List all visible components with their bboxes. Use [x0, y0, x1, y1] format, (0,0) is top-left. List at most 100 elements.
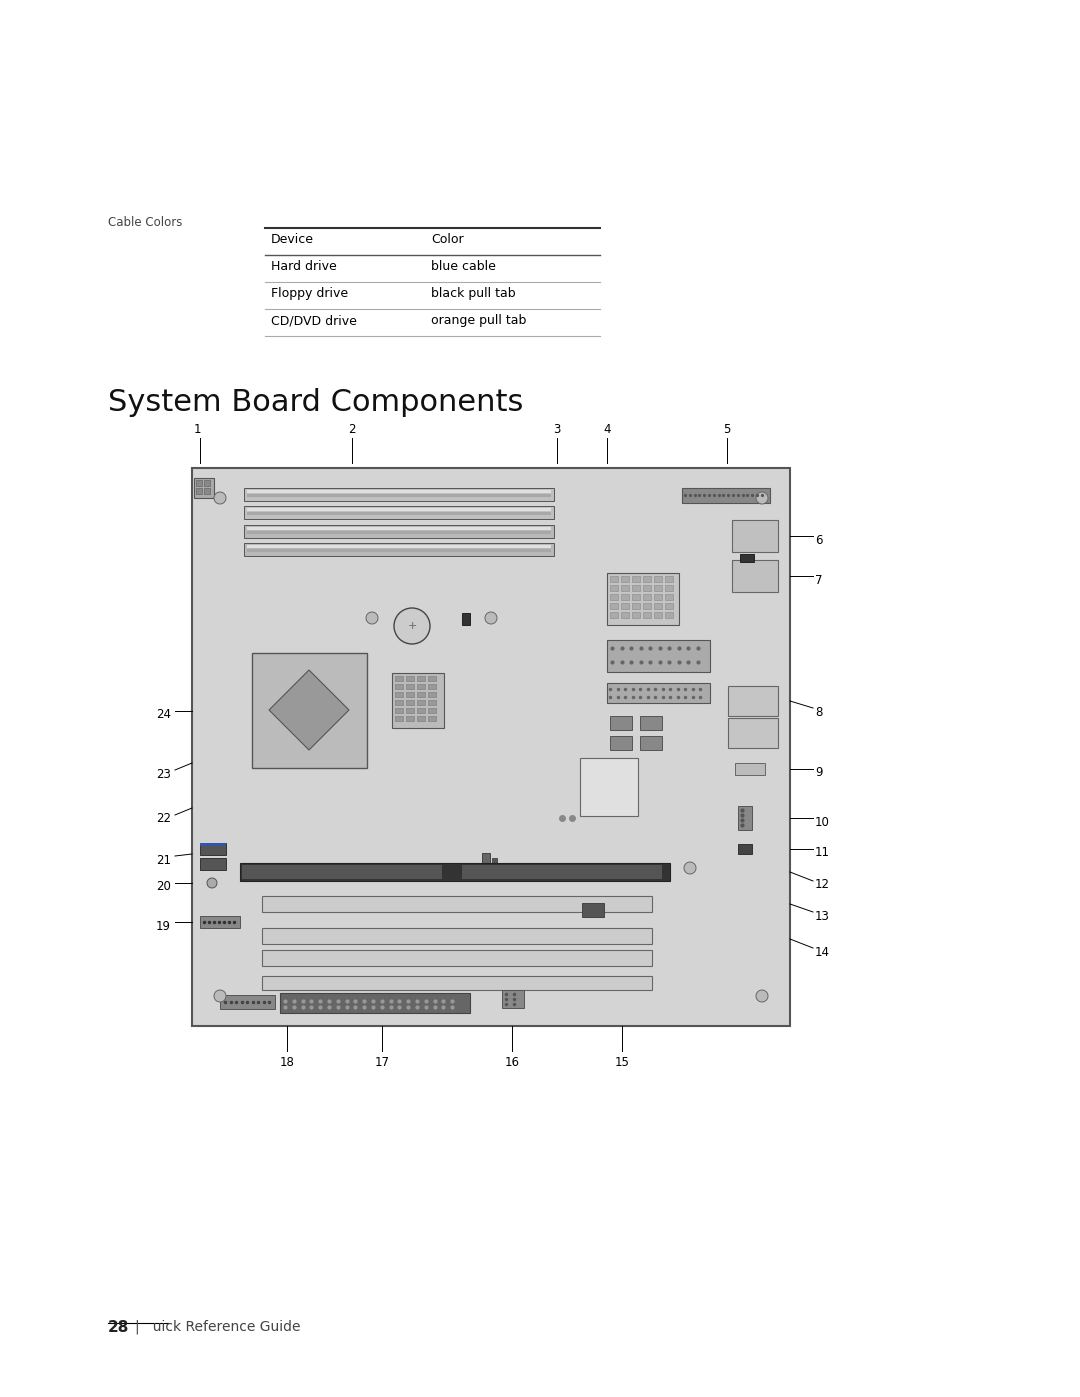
- Text: 13: 13: [815, 909, 829, 922]
- Text: CD/DVD drive: CD/DVD drive: [271, 314, 356, 327]
- Bar: [204, 481, 210, 486]
- Bar: [220, 995, 275, 1009]
- Bar: [643, 612, 651, 617]
- Bar: [665, 576, 673, 583]
- Bar: [610, 612, 618, 617]
- Bar: [428, 717, 436, 721]
- Bar: [417, 692, 426, 697]
- Bar: [417, 717, 426, 721]
- Bar: [406, 676, 414, 680]
- Circle shape: [756, 492, 768, 504]
- Bar: [632, 585, 640, 591]
- Bar: [200, 858, 226, 870]
- Bar: [632, 594, 640, 599]
- Polygon shape: [269, 671, 349, 750]
- Bar: [242, 865, 442, 879]
- Text: Cable Colors: Cable Colors: [108, 217, 183, 229]
- Bar: [406, 708, 414, 712]
- Bar: [728, 686, 778, 717]
- Text: 9: 9: [815, 767, 823, 780]
- Bar: [244, 525, 554, 538]
- Bar: [262, 950, 652, 965]
- Bar: [610, 717, 632, 731]
- Bar: [244, 488, 554, 502]
- Bar: [297, 698, 322, 724]
- Text: orange pull tab: orange pull tab: [431, 314, 526, 327]
- Bar: [632, 612, 640, 617]
- Bar: [621, 576, 629, 583]
- Bar: [735, 763, 765, 775]
- Bar: [262, 977, 652, 990]
- Bar: [502, 990, 524, 1009]
- Bar: [462, 865, 662, 879]
- Bar: [654, 604, 662, 609]
- Bar: [244, 506, 554, 520]
- Text: Floppy drive: Floppy drive: [271, 286, 348, 300]
- Bar: [643, 585, 651, 591]
- Bar: [482, 854, 490, 870]
- Text: 1: 1: [193, 423, 201, 436]
- Bar: [462, 613, 470, 624]
- Bar: [392, 673, 444, 728]
- Text: 21: 21: [156, 854, 171, 866]
- Bar: [654, 594, 662, 599]
- Text: 20: 20: [157, 880, 171, 894]
- Bar: [280, 993, 470, 1013]
- Bar: [247, 509, 551, 511]
- Text: Device: Device: [271, 233, 314, 246]
- Bar: [607, 573, 679, 624]
- Text: |   uick Reference Guide: | uick Reference Guide: [135, 1320, 300, 1334]
- Bar: [204, 488, 210, 495]
- Bar: [665, 594, 673, 599]
- Bar: [621, 604, 629, 609]
- Bar: [607, 683, 710, 703]
- Text: 28: 28: [108, 1320, 130, 1336]
- Bar: [643, 576, 651, 583]
- Text: +: +: [407, 622, 417, 631]
- Bar: [247, 511, 551, 515]
- Bar: [607, 640, 710, 672]
- Bar: [610, 736, 632, 750]
- Bar: [640, 717, 662, 731]
- Text: blue cable: blue cable: [431, 260, 496, 272]
- Text: 10: 10: [815, 816, 829, 828]
- Text: 12: 12: [815, 879, 831, 891]
- Bar: [244, 543, 554, 556]
- Bar: [395, 692, 403, 697]
- Bar: [428, 708, 436, 712]
- Text: Color: Color: [431, 233, 463, 246]
- Circle shape: [214, 990, 226, 1002]
- Bar: [732, 520, 778, 552]
- Bar: [632, 576, 640, 583]
- Bar: [195, 481, 202, 486]
- Circle shape: [214, 492, 226, 504]
- Bar: [732, 560, 778, 592]
- Bar: [406, 692, 414, 697]
- Bar: [262, 928, 652, 944]
- Bar: [610, 594, 618, 599]
- Bar: [654, 576, 662, 583]
- Bar: [621, 612, 629, 617]
- Bar: [417, 708, 426, 712]
- Bar: [621, 585, 629, 591]
- Bar: [262, 895, 652, 912]
- Bar: [417, 685, 426, 689]
- Bar: [610, 604, 618, 609]
- Bar: [194, 478, 214, 497]
- Bar: [740, 555, 754, 562]
- Bar: [406, 685, 414, 689]
- Bar: [195, 488, 202, 495]
- Bar: [247, 531, 551, 534]
- Bar: [643, 604, 651, 609]
- Circle shape: [756, 990, 768, 1002]
- Bar: [406, 717, 414, 721]
- Bar: [395, 676, 403, 680]
- Bar: [428, 685, 436, 689]
- Bar: [654, 612, 662, 617]
- Bar: [247, 545, 551, 548]
- Circle shape: [394, 608, 430, 644]
- Text: 4: 4: [604, 423, 611, 436]
- Bar: [252, 652, 367, 768]
- Bar: [632, 604, 640, 609]
- Bar: [643, 594, 651, 599]
